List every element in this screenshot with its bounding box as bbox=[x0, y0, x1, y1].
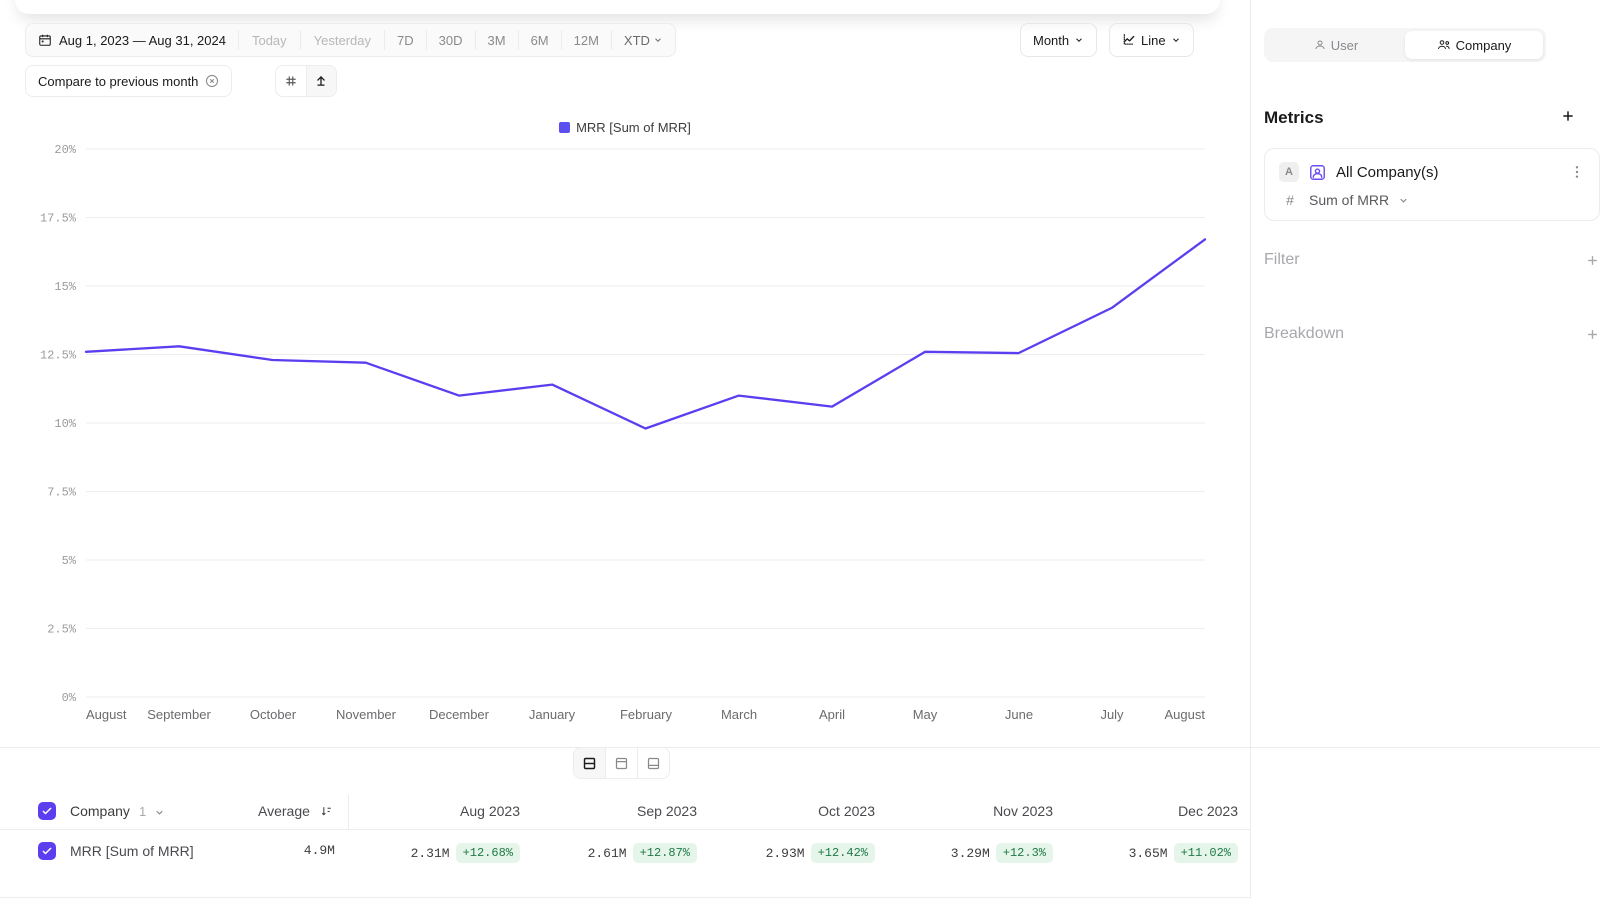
svg-text:February: February bbox=[620, 707, 673, 722]
svg-text:15%: 15% bbox=[54, 280, 76, 294]
svg-text:10%: 10% bbox=[54, 417, 76, 431]
svg-text:August: August bbox=[1165, 707, 1206, 722]
svg-text:September: September bbox=[147, 707, 211, 722]
svg-text:20%: 20% bbox=[54, 143, 76, 157]
svg-text:May: May bbox=[913, 707, 938, 722]
svg-text:5%: 5% bbox=[62, 554, 77, 568]
svg-text:June: June bbox=[1005, 707, 1033, 722]
svg-text:July: July bbox=[1100, 707, 1124, 722]
svg-text:April: April bbox=[819, 707, 845, 722]
svg-text:August: August bbox=[86, 707, 127, 722]
svg-text:2.5%: 2.5% bbox=[47, 623, 77, 637]
svg-text:December: December bbox=[429, 707, 490, 722]
svg-text:7.5%: 7.5% bbox=[47, 486, 77, 500]
svg-text:12.5%: 12.5% bbox=[40, 349, 77, 363]
svg-text:January: January bbox=[529, 707, 576, 722]
svg-text:17.5%: 17.5% bbox=[40, 212, 77, 226]
svg-text:March: March bbox=[721, 707, 757, 722]
svg-text:0%: 0% bbox=[62, 691, 77, 705]
svg-text:November: November bbox=[336, 707, 397, 722]
svg-text:October: October bbox=[250, 707, 297, 722]
